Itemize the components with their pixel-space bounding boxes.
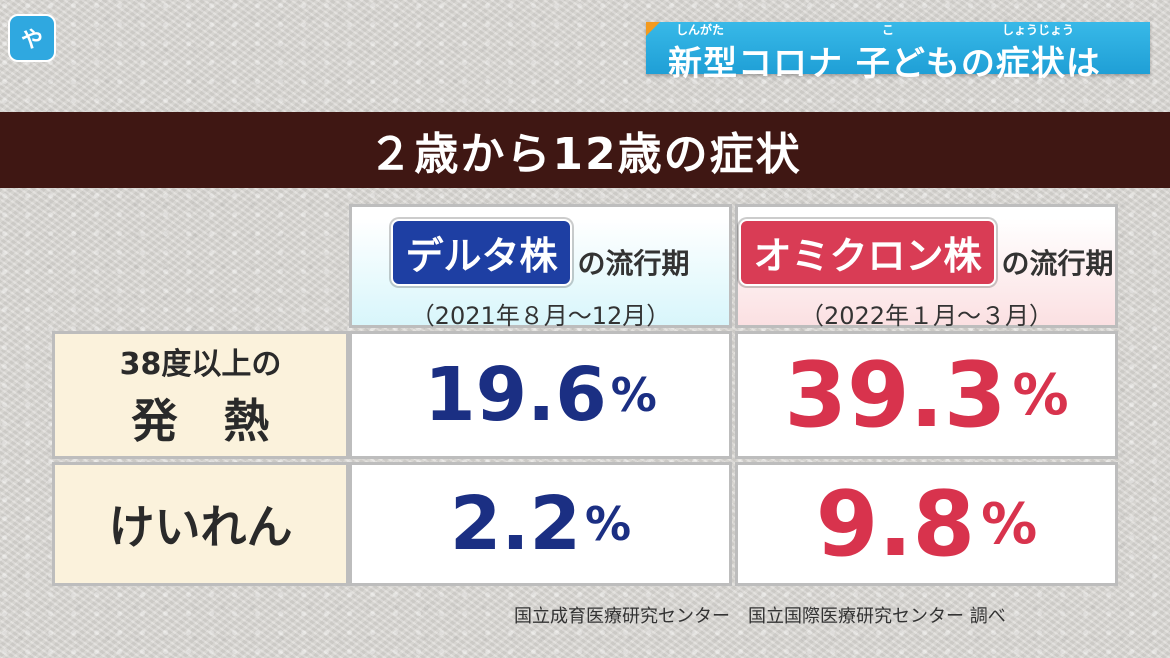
seizure-delta-unit: % [585, 497, 632, 551]
ruby-ko: こ [882, 23, 895, 37]
seizure-omicron-number: 9.8 [815, 471, 976, 577]
logo-text: や [20, 28, 43, 53]
banner-title: ２歳から12歳の症状 [368, 129, 802, 180]
omicron-period: （2022年１月～３月） [799, 302, 1054, 330]
fever-label-line2: 発 熱 [131, 394, 270, 448]
fever-omicron-number: 39.3 [784, 342, 1007, 448]
fever-omicron-unit: % [1012, 362, 1069, 428]
fever-delta-number: 19.6 [424, 352, 607, 438]
seizure-label: けいれん [108, 500, 293, 554]
seizure-omicron-value: 9.8% [735, 462, 1118, 586]
fever-delta-value: 19.6% [349, 331, 732, 459]
omicron-variant-label: オミクロン株 [739, 219, 996, 286]
omicron-period-suffix: の流行期 [1001, 247, 1114, 280]
fever-omicron-value: 39.3% [735, 331, 1118, 459]
title-banner: ２歳から12歳の症状 [0, 112, 1170, 188]
seizure-delta-number: 2.2 [449, 481, 581, 567]
seizure-omicron-unit: % [981, 491, 1038, 557]
ruby-shingata: しんがた [676, 23, 725, 37]
row-label-seizure: けいれん [52, 462, 349, 586]
fever-delta-unit: % [610, 368, 657, 422]
ruby-shoujou: しょうじょう [1002, 23, 1075, 37]
headline-bar: しんがた こ しょうじょう 新型コロナ 子どもの症状は [646, 21, 1150, 84]
seizure-delta-value: 2.2% [349, 462, 732, 586]
delta-variant-label: デルタ株 [391, 219, 572, 286]
row-label-fever: 38度以上の 発 熱 [52, 331, 349, 459]
omicron-column-header: オミクロン株 の流行期 （2022年１月～３月） [735, 204, 1118, 330]
delta-period-suffix: の流行期 [577, 247, 690, 280]
channel-logo: や [8, 14, 56, 62]
delta-period: （2021年８月～12月） [410, 302, 671, 330]
source-credit: 国立成育医療研究センター 国立国際医療研究センター 調べ [514, 606, 1006, 627]
fever-label-line1: 38度以上の [119, 347, 282, 382]
headline-text: 新型コロナ 子どもの症状は [668, 44, 1101, 84]
headline-ruby: しんがた こ しょうじょう [646, 21, 1150, 37]
delta-column-header: デルタ株 の流行期 （2021年８月～12月） [349, 204, 732, 330]
